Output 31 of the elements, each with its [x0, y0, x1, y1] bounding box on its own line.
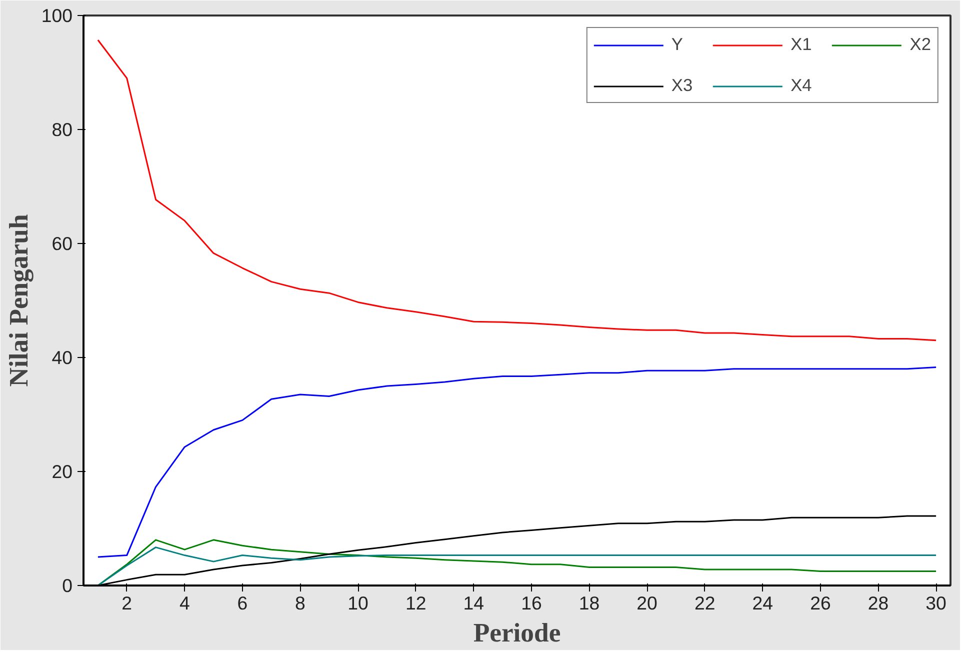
x-tick-label: 8 [295, 592, 306, 614]
line-series [97, 366, 937, 558]
legend-label: X4 [790, 75, 812, 96]
y-tick-label: 100 [41, 5, 73, 26]
legend-label: X2 [910, 34, 931, 55]
x-tick-label: 24 [752, 592, 774, 614]
x-tick-label: 22 [694, 592, 716, 614]
legend-label: Y [671, 34, 684, 55]
legend-label: X1 [790, 34, 812, 55]
x-tick-label: 26 [810, 592, 831, 614]
y-axis-title: Nilai Pengaruh [3, 214, 34, 387]
x-tick-label: 28 [868, 592, 889, 614]
x-tick-label: 10 [348, 592, 368, 614]
x-tick-label: 2 [122, 592, 132, 614]
line-series [97, 39, 937, 342]
x-tick-label: 18 [578, 592, 600, 614]
x-tick-label: 14 [463, 592, 484, 614]
x-tick-label: 20 [636, 592, 658, 614]
x-axis-title: Periode [473, 618, 561, 648]
x-tick-label: 12 [405, 592, 426, 614]
y-tick-label: 0 [62, 575, 73, 596]
y-tick-label: 40 [52, 347, 73, 368]
x-tick-label: 6 [237, 592, 248, 614]
x-tick-label: 4 [179, 592, 190, 614]
legend-label: X3 [671, 75, 693, 96]
x-tick-label: 30 [926, 592, 946, 614]
y-tick-label: 80 [52, 119, 73, 140]
y-tick-label: 20 [52, 461, 73, 482]
line-series [97, 546, 937, 586]
x-tick-label: 16 [521, 592, 542, 614]
y-tick-label: 60 [52, 233, 73, 254]
